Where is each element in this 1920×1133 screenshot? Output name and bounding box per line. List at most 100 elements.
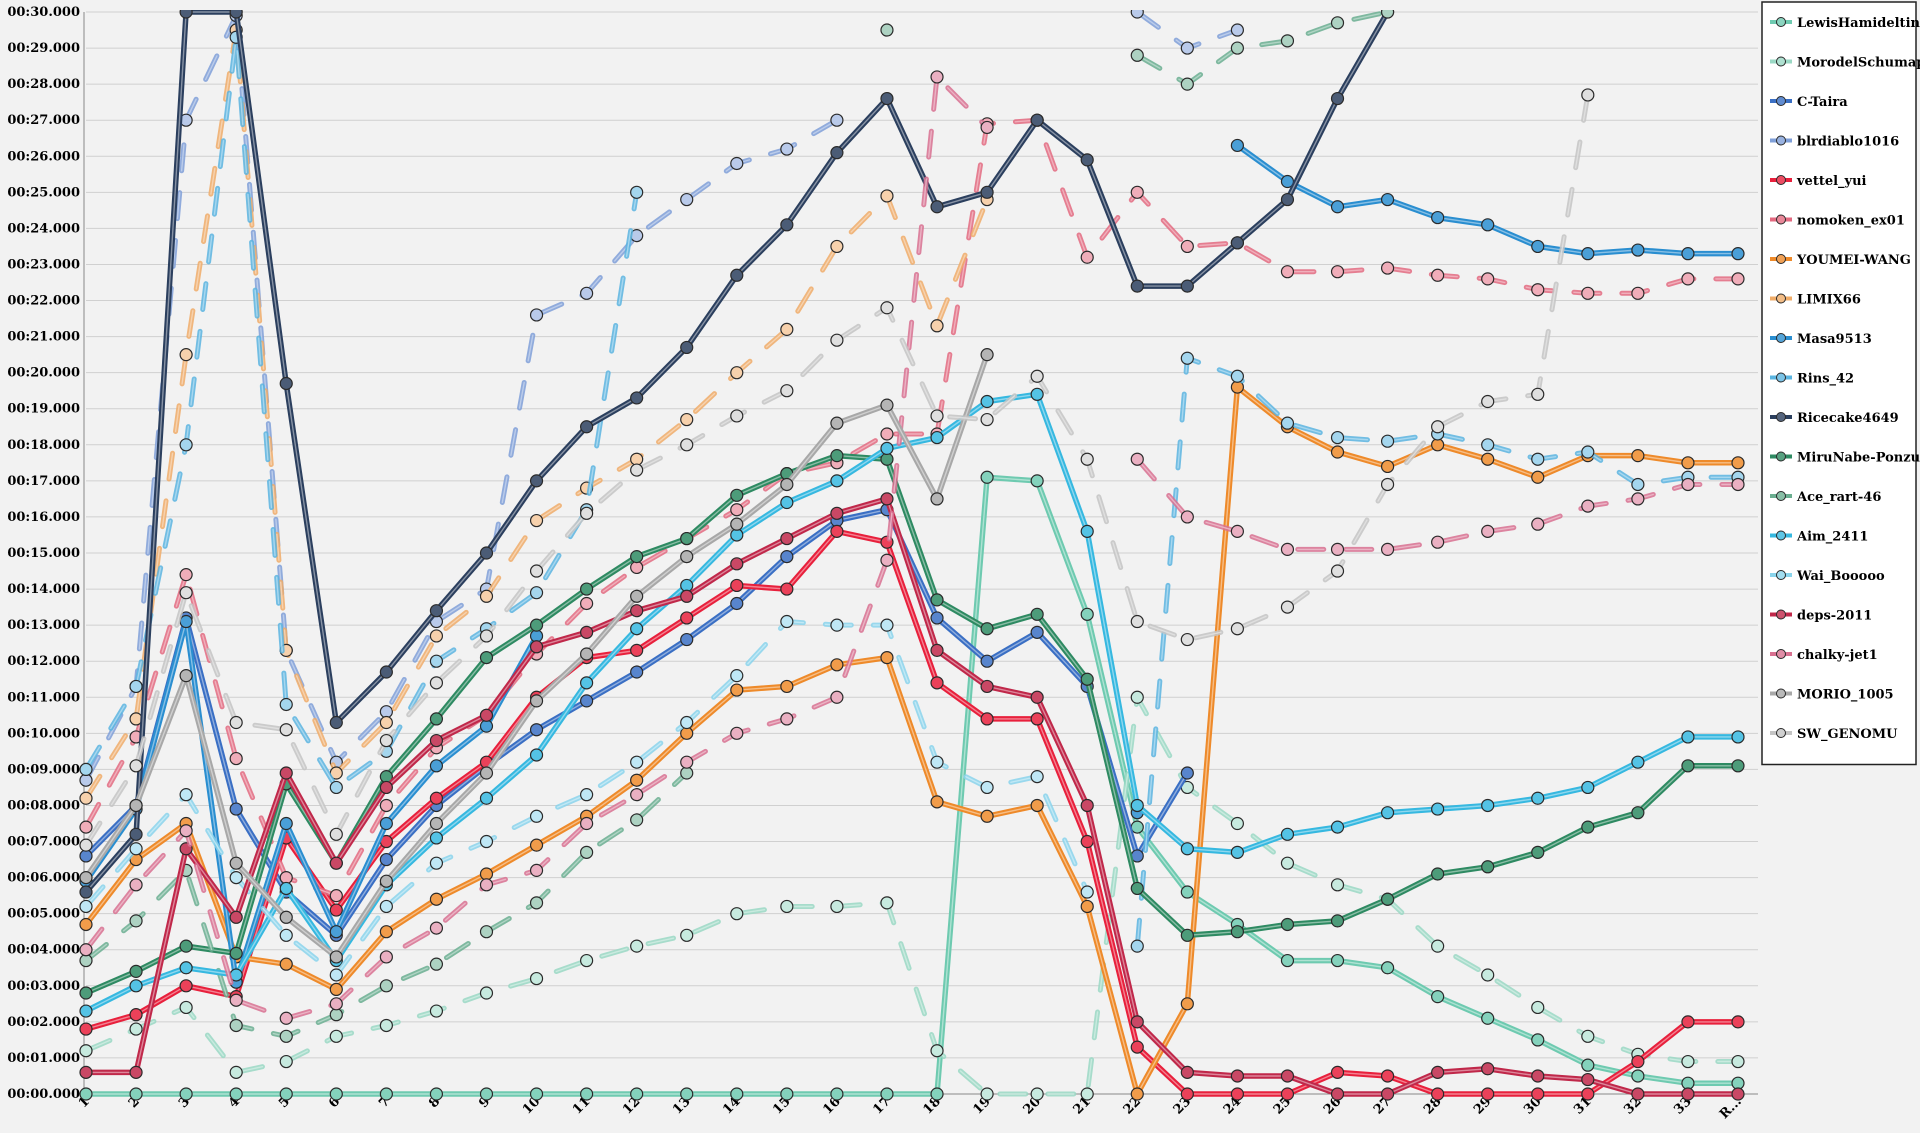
data-point xyxy=(429,831,444,845)
data-point xyxy=(680,632,694,647)
data-point xyxy=(780,582,794,596)
series-line-highlight xyxy=(85,620,538,983)
data-point xyxy=(680,412,694,427)
data-point xyxy=(479,719,494,733)
data-point xyxy=(1080,885,1094,899)
data-point xyxy=(1180,632,1194,647)
data-point xyxy=(830,416,844,430)
data-point xyxy=(830,333,844,347)
data-point xyxy=(1130,1087,1144,1101)
legend-item: MORIO_1005 xyxy=(1770,688,1894,703)
data-point xyxy=(79,1087,93,1101)
data-point xyxy=(1631,806,1645,820)
data-point xyxy=(880,427,894,441)
data-point xyxy=(329,950,343,964)
data-point xyxy=(830,1087,844,1101)
data-point xyxy=(1330,430,1345,445)
data-point xyxy=(880,398,894,412)
data-point xyxy=(529,863,544,877)
legend-swatch-marker xyxy=(1776,333,1786,343)
legend-swatch-marker xyxy=(1776,56,1786,67)
data-point xyxy=(1230,369,1244,383)
data-point xyxy=(179,824,193,838)
legend-item: Rins_42 xyxy=(1770,372,1854,387)
data-point xyxy=(680,611,694,625)
legend-item: Ace_rart-46 xyxy=(1770,490,1881,505)
data-point xyxy=(379,798,393,813)
data-point xyxy=(1431,210,1445,225)
data-point xyxy=(630,604,644,618)
data-point xyxy=(730,1087,744,1101)
data-point xyxy=(1280,416,1295,430)
data-point xyxy=(1030,474,1044,488)
series-rins-42 xyxy=(79,30,1745,953)
data-point xyxy=(329,997,343,1011)
series-line-highlight xyxy=(1136,11,1389,85)
legend-swatch-marker xyxy=(1776,412,1786,422)
data-point xyxy=(1731,759,1745,773)
y-tick-label: 00:23.000 xyxy=(7,257,80,272)
legend-label: chalky-jet1 xyxy=(1797,648,1878,663)
data-point xyxy=(1731,456,1745,470)
data-point xyxy=(1731,1076,1745,1090)
data-point xyxy=(129,1022,143,1036)
data-point xyxy=(1481,272,1495,286)
data-point xyxy=(1681,1015,1695,1029)
data-point xyxy=(680,766,694,780)
data-point xyxy=(229,715,243,730)
data-point xyxy=(580,420,594,434)
data-point xyxy=(1330,542,1345,556)
data-point xyxy=(1581,1029,1595,1043)
data-point xyxy=(529,748,544,762)
legend-item: SW_GENOMU xyxy=(1770,727,1898,742)
series-sw-genomu xyxy=(79,88,1595,852)
data-point xyxy=(179,1087,193,1101)
legend-swatch-marker xyxy=(1776,688,1786,699)
data-point xyxy=(1380,542,1395,556)
data-point xyxy=(279,928,293,942)
data-point xyxy=(1481,860,1495,874)
data-point xyxy=(379,852,393,867)
data-point xyxy=(479,708,494,722)
y-tick-label: 00:16.000 xyxy=(7,510,80,525)
data-point xyxy=(279,1011,293,1025)
data-point xyxy=(429,856,444,870)
legend-swatch-marker xyxy=(1776,17,1786,27)
data-point xyxy=(1380,1069,1395,1083)
data-point xyxy=(1581,1072,1595,1087)
legend-label: Masa9513 xyxy=(1797,332,1872,347)
data-point xyxy=(479,1087,494,1101)
legend-swatch-marker xyxy=(1776,135,1786,146)
data-point xyxy=(1681,1076,1695,1090)
data-point xyxy=(1280,827,1295,841)
data-point xyxy=(580,286,594,300)
data-point xyxy=(329,903,343,917)
data-point xyxy=(1481,1087,1495,1101)
data-point xyxy=(1531,845,1545,859)
data-point xyxy=(379,950,393,964)
data-point xyxy=(79,943,93,957)
legend-label: Ace_rart-46 xyxy=(1796,490,1881,505)
data-point xyxy=(379,874,393,888)
data-point xyxy=(1130,1040,1144,1054)
data-point xyxy=(1080,1087,1094,1101)
data-point xyxy=(1731,1054,1745,1069)
data-point xyxy=(1631,492,1645,506)
data-point xyxy=(79,773,93,787)
data-point xyxy=(680,589,694,603)
data-point xyxy=(1280,917,1295,932)
data-point xyxy=(580,506,594,520)
data-point xyxy=(1380,1087,1395,1101)
data-point xyxy=(1681,272,1695,286)
data-point xyxy=(529,694,544,708)
data-point xyxy=(1330,1087,1345,1101)
data-point xyxy=(730,557,744,571)
data-point xyxy=(179,979,193,993)
data-point xyxy=(179,1000,193,1015)
data-point xyxy=(980,120,994,135)
data-point xyxy=(1180,885,1194,899)
y-tick-label: 00:05.000 xyxy=(7,907,80,922)
data-point xyxy=(1431,535,1445,549)
data-point xyxy=(179,939,193,953)
data-point xyxy=(1280,856,1295,870)
